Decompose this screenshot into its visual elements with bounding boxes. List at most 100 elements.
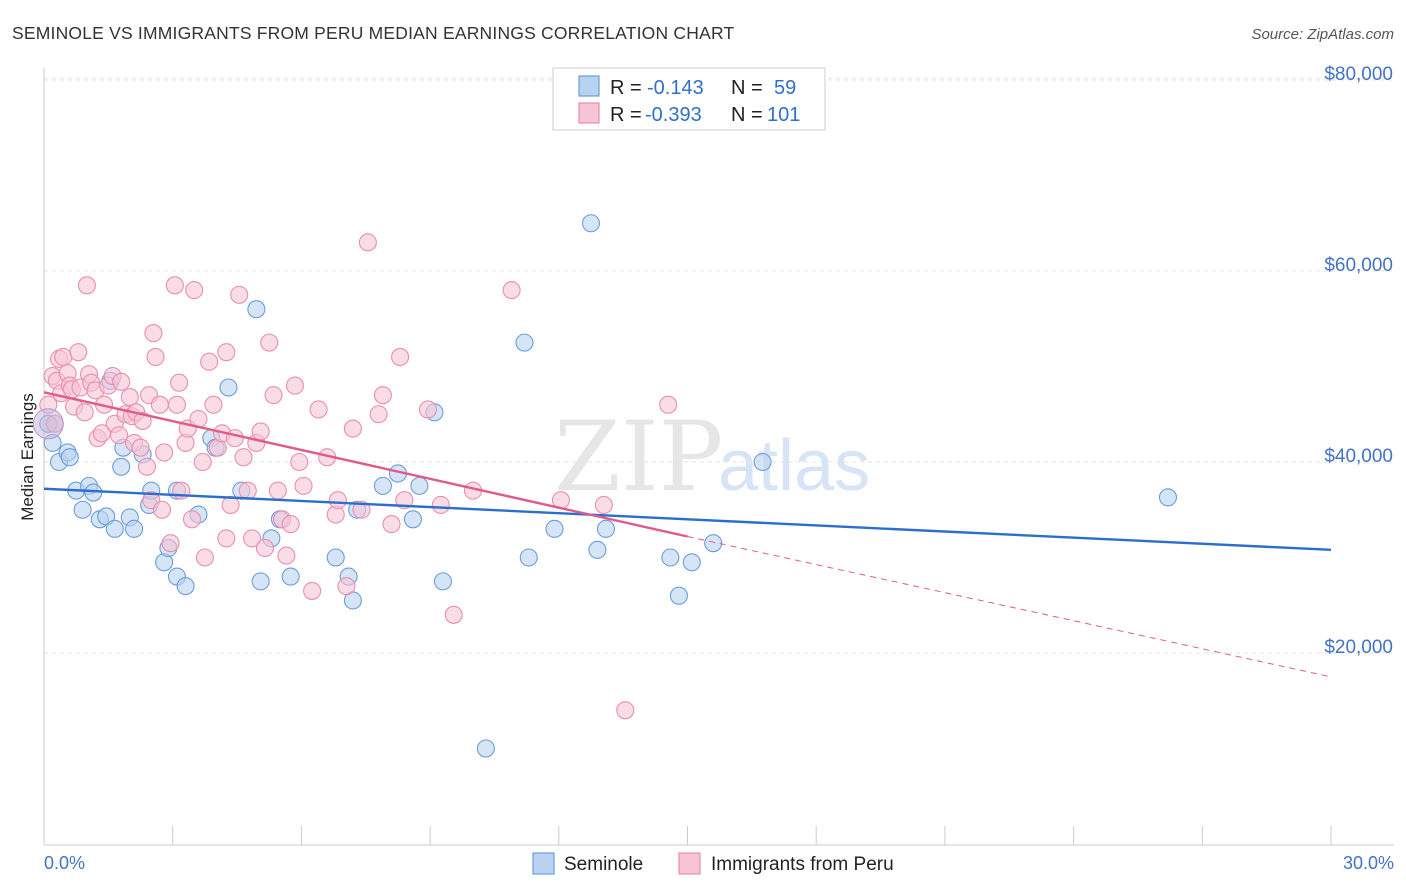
peru-point-64 [251,422,270,441]
peru-point-95 [616,701,635,720]
seminole-point-42 [410,476,429,495]
seminole-point-31 [251,572,270,591]
seminole-point-47 [519,548,538,567]
peru-point-30 [131,438,150,457]
gridlines [44,77,1394,654]
peru-point-32 [137,457,157,476]
legend-swatch-peru [578,102,600,124]
legend-r-value-1: -0.143 [647,77,704,99]
peru-point-83 [358,233,377,252]
peru-point-52 [200,352,219,371]
peru-point-23 [110,426,129,445]
seminole-point-53 [669,586,688,605]
y-tick-label-0: $20,000 [1324,637,1393,658]
seminole-point-56 [753,452,772,472]
peru-point-43 [170,373,189,392]
peru-point-31 [133,411,152,430]
peru-trend-line-extension [687,536,1332,678]
seminole-point-34 [281,567,300,586]
peru-point-56 [217,529,236,548]
peru-point-13 [77,276,96,295]
seminole-point-51 [596,519,616,538]
peru-point-94 [594,495,613,515]
peru-point-87 [395,491,414,510]
peru-point-92 [502,281,521,300]
seminole-point-10 [97,507,116,526]
seminole-point-49 [581,214,601,233]
peru-point-26 [120,388,139,407]
peru-point-48 [185,281,204,300]
seminole-point-57 [1158,488,1178,507]
seminole-point-16 [125,519,144,538]
peru-point-38 [152,500,172,519]
peru-point-51 [195,548,214,567]
trend-lines [43,391,1332,678]
peru-point-96 [659,395,678,414]
watermark: ZIP atlas [554,401,870,513]
peru-point-24 [112,372,131,391]
peru-point-98 [217,343,236,362]
peru-point-58 [225,429,244,448]
peru-point-50 [193,452,212,472]
peru-point-74 [294,476,313,495]
seminole-point-46 [515,333,534,352]
y-axis-label: Median Earnings [18,393,37,521]
legend-n-label-1: N = [731,77,763,99]
seminole-point-41 [403,510,422,529]
axes [43,68,1394,846]
peru-point-75 [303,581,322,600]
peru-point-66 [260,333,279,352]
seminole-point-13 [112,457,131,476]
peru-point-65 [255,538,274,558]
x-tick-label-min: 0.0% [44,853,85,873]
stats-legend: R = -0.143 N = 59 R = -0.393 N = 101 [552,67,826,131]
bottom-legend-swatch-peru [678,852,701,875]
peru-point-37 [150,395,169,414]
series-legend: Seminole Immigrants from Peru [532,852,894,875]
legend-r-label-1: R = [610,77,642,99]
legend-r-label-2: R = [610,104,642,126]
y-tick-label-1: $40,000 [1324,446,1393,467]
y-tick-label-3: $80,000 [1324,64,1393,85]
seminole-point-35 [326,548,345,567]
chart-title: SEMINOLE VS IMMIGRANTS FROM PERU MEDIAN … [12,23,734,43]
seminole-point-12 [105,519,124,538]
peru-point-12 [75,403,94,422]
peru-point-10 [69,343,88,362]
peru-point-82 [352,500,371,519]
peru-point-86 [382,515,401,534]
peru-point-67 [264,386,283,405]
peru-point-71 [281,515,300,534]
seminole-point-44 [433,572,453,591]
series-peru-points [32,233,678,720]
peru-point-89 [431,495,450,515]
peru-point-72 [285,376,305,395]
bottom-legend-swatch-seminole [532,852,555,875]
x-ticks [43,826,1332,845]
seminole-point-4 [60,448,79,467]
peru-point-79 [328,491,347,510]
seminole-point-45 [476,739,495,758]
peru-point-61 [238,481,257,500]
seminole-point-52 [661,548,680,567]
watermark-zip: ZIP [554,401,723,513]
peru-point-60 [234,448,253,467]
seminole-point-55 [704,534,723,553]
peru-point-84 [369,405,388,424]
seminole-point-6 [73,500,92,519]
watermark-atlas: atlas [718,426,870,506]
seminole-point-54 [682,553,701,572]
seminole-point-48 [545,519,564,538]
legend-n-label-2: N = [731,104,763,126]
peru-point-70 [277,546,296,565]
bottom-legend-label-peru: Immigrants from Peru [711,854,894,875]
y-tick-labels: $20,000 $40,000 $60,000 $80,000 [1324,64,1393,658]
peru-point-53 [204,395,223,414]
peru-point-90 [444,605,463,624]
peru-point-39 [155,443,174,462]
peru-point-73 [290,452,309,472]
peru-point-35 [144,324,163,343]
peru-point-5 [54,347,73,367]
peru-point-36 [146,347,165,367]
